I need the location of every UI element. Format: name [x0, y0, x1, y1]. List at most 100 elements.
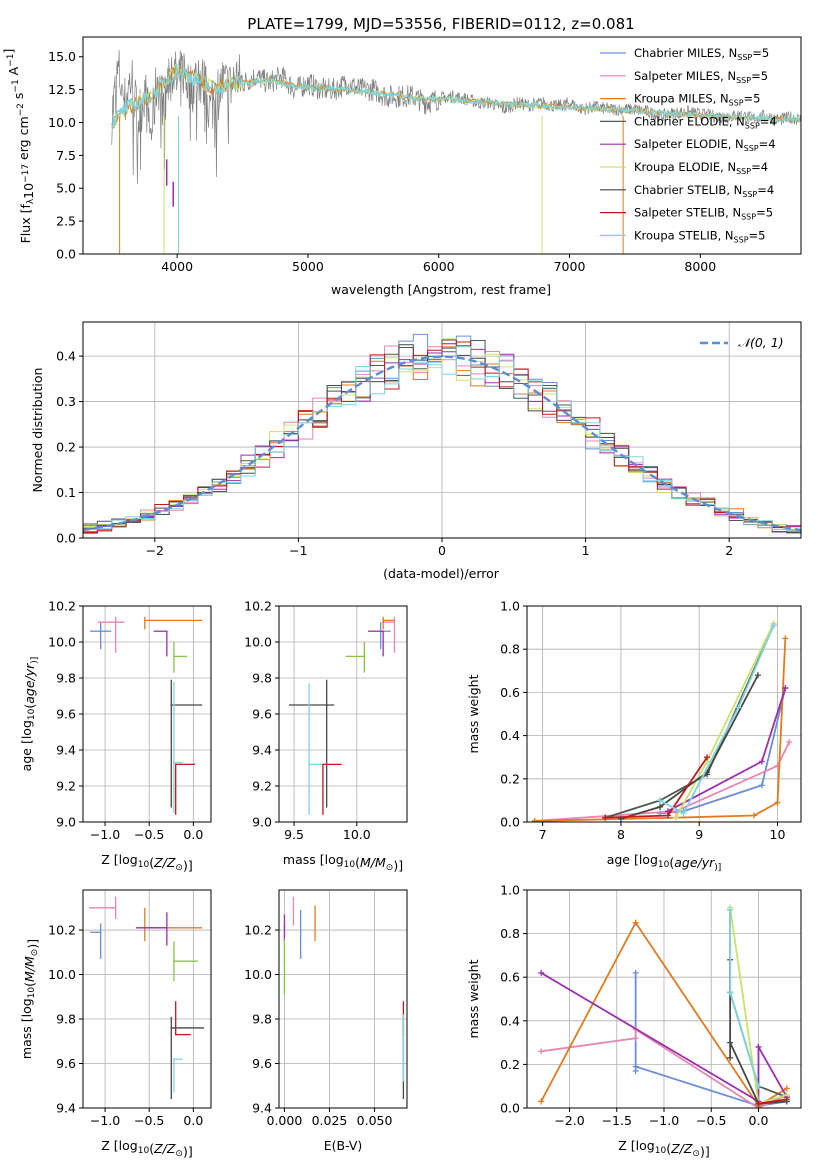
x-axis-label: wavelength [Angstrom, rest frame]: [331, 282, 551, 297]
data-point: [299, 931, 302, 934]
y-tick-label: 9.4: [252, 743, 272, 758]
y-tick-label: 9.0: [56, 815, 76, 830]
legend-text: Chabrier STELIB, N: [634, 183, 742, 197]
x-tick-label: 0.050: [357, 1113, 393, 1128]
y-tick-label: 0.0: [500, 1101, 520, 1116]
y-axis-label-part: age/yr: [22, 663, 37, 704]
plus-marker: [754, 672, 761, 679]
x-tick-label: 9: [695, 827, 703, 842]
x-axis-label-part: 10: [138, 1146, 150, 1156]
y-axis-label: age [log10(age/yr)]: [19, 657, 40, 772]
data-point: [382, 619, 384, 622]
x-axis-label-part: ⊙: [175, 863, 183, 873]
plus-marker: [727, 989, 734, 996]
series-line: [540, 972, 788, 1104]
x-tick-label: 6000: [423, 259, 455, 274]
plus-marker: [538, 1048, 545, 1055]
y-tick-label: 10.0: [48, 115, 76, 130]
data-point: [166, 630, 168, 632]
legend-subscript: SSP: [736, 167, 751, 176]
y-tick-label: 0.4: [500, 1013, 520, 1028]
data-point: [314, 927, 316, 929]
legend-text: Kroupa MILES, N: [634, 92, 729, 106]
data-point: [166, 927, 168, 929]
y-axis-label-part: (: [22, 704, 37, 709]
legend-text: Chabrier ELODIE, N: [634, 114, 745, 128]
x-tick-label: −0.5: [134, 827, 164, 842]
x-tick-label: 8: [617, 827, 625, 842]
y-tick-label: 0.0: [56, 531, 76, 546]
x-tick-label: −1.5: [602, 1113, 632, 1128]
x-axis-label-part: Z [log: [101, 1138, 137, 1153]
plus-marker: [782, 635, 789, 642]
plus-marker: [751, 812, 758, 819]
data-point: [99, 630, 102, 632]
y-tick-label: 9.8: [252, 1012, 272, 1027]
y-tick-label: 0.8: [500, 642, 520, 657]
legend-text: Kroupa ELODIE, N: [634, 160, 736, 174]
y-axis-label-part: 10: [27, 708, 37, 720]
y-tick-label: 0.2: [500, 1057, 520, 1072]
residuals-axes: −2 −1 0 1 2 0.0 0.1 0.2 0.3 0.4: [56, 321, 802, 558]
plus-marker: [727, 1054, 734, 1061]
data-point: [325, 704, 328, 706]
y-tick-label: 9.4: [252, 1101, 272, 1116]
data-point: [99, 931, 102, 934]
mass_vs_Z-frame: [82, 889, 212, 1109]
y-tick-label: 0.4: [500, 728, 520, 743]
figure-title: PLATE=1799, MJD=53556, FIBERID=0112, z=0…: [247, 15, 634, 33]
plus-marker: [664, 812, 671, 819]
plus-marker: [783, 1085, 790, 1092]
y-tick-label: 9.8: [252, 671, 272, 686]
plus-marker: [755, 1043, 762, 1050]
y-tick-label: 10.2: [48, 923, 76, 938]
spectrum-frame: [82, 36, 802, 255]
x-axis-label-part: ⊙: [692, 1149, 700, 1159]
age_vs_mass-axes: 9.5 10.0 9.0 9.2 9.4 9.6 9.8 10.0 10.2: [244, 599, 408, 842]
plus-marker: [770, 622, 777, 629]
data-point: [173, 655, 175, 658]
x-tick-label: −1.0: [90, 827, 120, 842]
y-axis-label-part: 10: [27, 987, 37, 999]
y-tick-label: 9.6: [56, 1056, 76, 1071]
legend-suffix: =4: [751, 160, 768, 174]
plus-marker: [704, 754, 711, 761]
x-tick-label: 2: [725, 543, 733, 558]
data-point: [283, 927, 286, 929]
mass_weight_vs_Z-plot-area: [538, 904, 790, 1108]
y-tick-label: 5.0: [56, 181, 76, 196]
legend-subscript: SSP: [745, 121, 760, 130]
y-axis-label-part: ⊙: [30, 949, 40, 957]
x-tick-label: 8000: [684, 259, 716, 274]
y-axis-label-part: −17: [21, 164, 31, 183]
x-tick-label: 7000: [554, 259, 586, 274]
x-axis-label-part: ⊙: [386, 863, 394, 873]
legend-suffix: =5: [751, 69, 768, 83]
legend-subscript: SSP: [741, 213, 756, 222]
y-tick-label: 9.0: [252, 815, 272, 830]
legend-label: Kroupa STELIB, NSSP=5: [634, 228, 765, 244]
y-axis-label-part: age [log: [19, 720, 34, 771]
y-axis-label-part: s: [11, 93, 26, 104]
legend-text: Salpeter MILES, N: [634, 69, 736, 83]
series-line: [659, 625, 775, 815]
x-tick-label: −0.5: [696, 1113, 726, 1128]
legend-label: 𝒩(0, 1): [738, 335, 784, 350]
y-tick-label: 10.0: [48, 635, 76, 650]
data-point: [363, 655, 366, 658]
mass_weight_vs_age-plot-area: [531, 620, 793, 822]
x-axis-label: E(B-V): [324, 1138, 363, 1153]
x-axis-label-part: Z [log: [618, 1138, 654, 1153]
x-axis-label-part: 10: [344, 860, 356, 870]
y-axis-label-part: −1: [11, 79, 21, 92]
x-axis-label: age [log10(age/yr)]: [607, 852, 722, 873]
y-axis-label: Flux [fλ10−17 erg cm−2 s−1 A−1]: [1, 49, 36, 244]
chart-layer: 4000 5000 6000 7000 80000.02.55.07.510.012.5…: [1, 36, 802, 1159]
x-axis-label-part: )]: [714, 863, 721, 873]
x-tick-label: 0: [438, 543, 446, 558]
y-tick-label: 0.6: [500, 685, 520, 700]
y-tick-label: 10.2: [244, 599, 272, 614]
spectrum-plot-area: [111, 50, 801, 254]
y-tick-label: 10.0: [48, 967, 76, 982]
y-tick-label: 0.2: [500, 771, 520, 786]
